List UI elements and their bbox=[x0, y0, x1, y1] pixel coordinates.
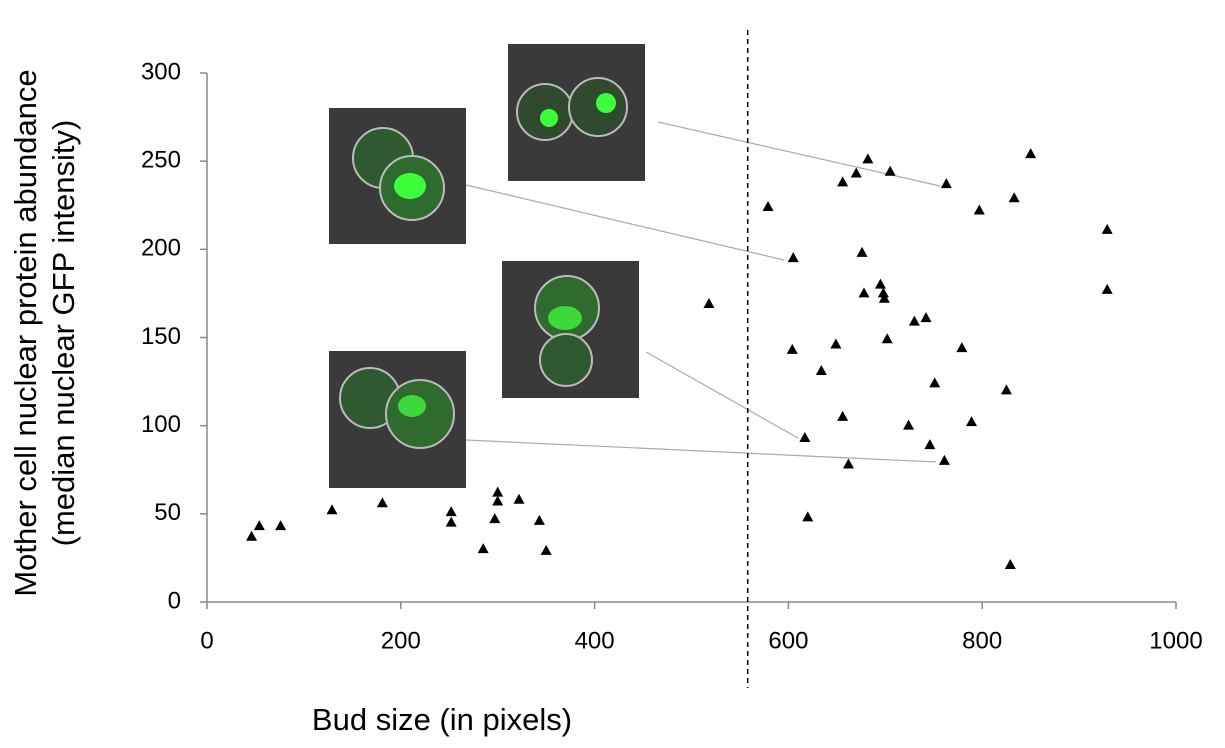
point bbox=[326, 504, 338, 515]
point bbox=[1004, 558, 1016, 569]
point bbox=[956, 342, 968, 353]
y-tick-label: 150 bbox=[141, 323, 181, 350]
point bbox=[903, 419, 915, 430]
point bbox=[884, 165, 896, 176]
y-tick-label: 50 bbox=[154, 499, 181, 526]
cell-images bbox=[329, 44, 941, 488]
leader-line bbox=[645, 351, 799, 439]
x-tick-label: 800 bbox=[962, 627, 1002, 654]
point bbox=[540, 544, 552, 555]
point bbox=[842, 458, 854, 469]
y-tick-label: 100 bbox=[141, 411, 181, 438]
point bbox=[802, 511, 814, 522]
point bbox=[837, 176, 849, 187]
point bbox=[881, 333, 893, 344]
point bbox=[489, 513, 501, 524]
point bbox=[445, 516, 457, 527]
point bbox=[850, 167, 862, 178]
point bbox=[787, 252, 799, 263]
point bbox=[908, 315, 920, 326]
leader-line bbox=[465, 439, 937, 463]
point bbox=[973, 204, 985, 215]
point bbox=[815, 365, 827, 376]
x-axis-title: Bud size (in pixels) bbox=[312, 702, 572, 737]
x-tick-label: 400 bbox=[575, 627, 615, 654]
point bbox=[513, 493, 525, 504]
x-tick-label: 600 bbox=[768, 627, 808, 654]
cell-image bbox=[329, 108, 466, 244]
y-axis-title: (median nuclear GFP intensity) bbox=[46, 120, 81, 547]
y-tick-label: 250 bbox=[141, 147, 181, 174]
point bbox=[1101, 283, 1113, 294]
point bbox=[924, 439, 936, 450]
point bbox=[1000, 384, 1012, 395]
point bbox=[253, 520, 265, 531]
y-tick-label: 0 bbox=[168, 587, 181, 614]
y-axis-title: Mother cell nuclear protein abundance bbox=[8, 69, 43, 596]
point bbox=[1008, 192, 1020, 203]
point bbox=[1025, 148, 1037, 159]
point bbox=[492, 495, 504, 506]
point bbox=[966, 416, 978, 427]
point bbox=[477, 543, 489, 554]
point bbox=[878, 292, 890, 303]
point bbox=[940, 178, 952, 189]
x-tick-label: 200 bbox=[381, 627, 421, 654]
leader-line bbox=[465, 184, 785, 261]
point bbox=[877, 287, 889, 298]
point bbox=[445, 506, 457, 517]
point bbox=[275, 520, 287, 531]
point bbox=[856, 246, 868, 257]
point bbox=[874, 278, 886, 289]
point bbox=[533, 514, 545, 525]
cell-image bbox=[508, 44, 645, 181]
point bbox=[492, 486, 504, 497]
point bbox=[862, 153, 874, 164]
y-tick-label: 200 bbox=[141, 235, 181, 262]
x-tick-label: 1000 bbox=[1149, 627, 1202, 654]
point bbox=[703, 297, 715, 308]
point bbox=[799, 432, 811, 443]
x-tick-label: 0 bbox=[200, 627, 213, 654]
cell-image bbox=[502, 261, 639, 398]
point bbox=[376, 497, 388, 508]
point bbox=[938, 454, 950, 465]
point bbox=[786, 343, 798, 354]
point bbox=[246, 530, 258, 541]
point bbox=[837, 410, 849, 421]
y-tick-label: 300 bbox=[141, 58, 181, 85]
point bbox=[858, 287, 870, 298]
point bbox=[762, 201, 774, 212]
point bbox=[1101, 223, 1113, 234]
cell-image bbox=[329, 351, 466, 488]
point bbox=[830, 338, 842, 349]
leader-line bbox=[657, 121, 941, 187]
point bbox=[920, 312, 932, 323]
point bbox=[929, 377, 941, 388]
